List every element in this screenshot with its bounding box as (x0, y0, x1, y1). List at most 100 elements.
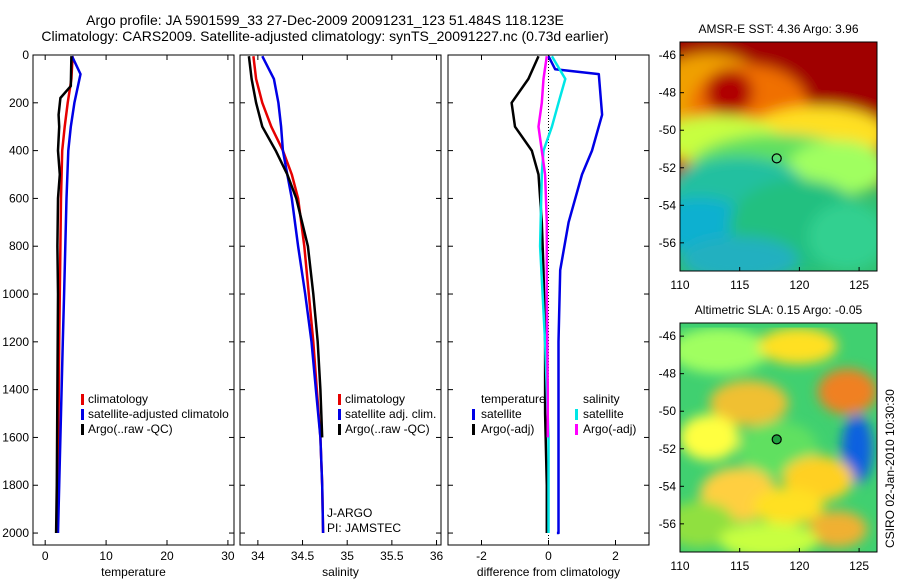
salinity-annotation: PI: JAMSTEC (327, 521, 401, 535)
sla_map-field-patch (709, 380, 789, 427)
difference-xtick-label: -2 (476, 549, 487, 563)
difference-series-temperature-satellite (547, 55, 604, 535)
sla_map-ytick-label: -54 (659, 479, 677, 493)
sla_map-ytick-label: -48 (659, 367, 677, 381)
sst_map-xtick-label: 125 (849, 278, 869, 292)
figure-title-line2: Climatology: CARS2009. Satellite-adjuste… (41, 28, 609, 44)
difference-legend-label: satellite (481, 407, 522, 421)
temperature-ytick-label: 0 (22, 48, 29, 62)
temperature-series-argo-raw-qc- (54, 56, 73, 534)
sst_map-ytick-label: -50 (659, 123, 677, 137)
salinity-legend-label: climatology (345, 392, 405, 406)
difference-legend-title-salinity: salinity (583, 392, 620, 406)
sla_map-field-patch (719, 522, 818, 552)
difference-legend-label: Argo(-adj) (481, 422, 534, 436)
sla_map-field-patch (758, 327, 838, 365)
temperature-legend-label: climatology (88, 392, 148, 406)
figure-title-line1: Argo profile: JA 5901599_33 27-Dec-2009 … (86, 12, 564, 28)
difference-legend-swatch (575, 424, 578, 435)
temperature-ytick-label: 800 (9, 239, 29, 253)
difference-legend-title-temperature: temperature (481, 392, 546, 406)
sla_map-xtick-label: 120 (789, 559, 809, 573)
temperature-ytick-label: 200 (9, 96, 29, 110)
difference-xtick-label: 2 (612, 549, 619, 563)
salinity-legend-label: Argo(..raw -QC) (345, 422, 430, 436)
salinity-annotation: J-ARGO (327, 506, 372, 520)
difference-legend-label: satellite (583, 407, 624, 421)
temperature-legend-swatch (81, 409, 84, 420)
temperature-xtick-label: 30 (221, 549, 235, 563)
sst_map-ytick-label: -52 (659, 161, 677, 175)
temperature-legend-swatch (81, 424, 84, 435)
sst_map-title: AMSR-E SST: 4.36 Argo: 3.96 (698, 22, 858, 36)
sla_map-xtick-label: 110 (670, 559, 689, 573)
sla_map-field (680, 323, 877, 552)
temperature-ytick-label: 2000 (2, 526, 29, 540)
difference-xtick-label: 0 (545, 549, 552, 563)
sst_map-argo-location-marker (771, 153, 782, 164)
temperature-xlabel: temperature (101, 565, 166, 579)
sst_map-axes-box (679, 41, 878, 272)
temperature-ytick-label: 1000 (2, 287, 29, 301)
temperature-ytick-label: 400 (9, 144, 29, 158)
sla_map-xtick-label: 125 (849, 559, 869, 573)
panel-sst_map: AMSR-E SST: 4.36 Argo: 3.96 110 115 120 125 -… (659, 22, 878, 292)
sla_map-title: Altimetric SLA: 0.15 Argo: -0.05 (695, 303, 863, 317)
sst_map-xtick-label: 115 (730, 278, 749, 292)
temperature-xtick-label: 0 (42, 549, 49, 563)
difference-legend-swatch (472, 424, 475, 435)
sla_map-ytick-label: -56 (659, 517, 677, 531)
salinity-xlabel: salinity (322, 565, 359, 579)
sst_map-ytick-label: -56 (659, 236, 677, 250)
panel-sla_map: Altimetric SLA: 0.15 Argo: -0.05 110 115 12… (659, 303, 878, 573)
sla_map-ytick-label: -52 (659, 442, 677, 456)
salinity-series-satellite-adj-clim- (261, 55, 325, 534)
sst_map-field-blobs (680, 42, 877, 271)
temperature-axes-box (32, 54, 235, 546)
salinity-xtick-label: 35 (341, 549, 355, 563)
salinity-xtick-label: 36 (430, 549, 444, 563)
sla_map-field-patch (752, 487, 824, 525)
difference-legend-label: Argo(-adj) (583, 422, 636, 436)
sla_map-field-patch (680, 414, 740, 461)
temperature-ytick-label: 1600 (2, 430, 29, 444)
sla_map-axes-box (679, 322, 878, 553)
salinity-axes-box (239, 54, 442, 546)
sst_map-xtick-label: 120 (789, 278, 809, 292)
difference-legend-swatch (575, 409, 578, 420)
temperature-legend-label: Argo(..raw -QC) (88, 422, 173, 436)
temperature-ytick-label: 1800 (2, 478, 29, 492)
salinity-xtick-label: 34 (251, 549, 265, 563)
panel-difference: -2 0 2 difference from climatology temperatu… (447, 54, 650, 579)
sst_map-field (680, 42, 877, 271)
sst_map-ytick-label: -46 (659, 48, 677, 62)
panel-temperature: 0 10 20 30 0 200 400 600 800 1000 1200 1400 1600 1800… (2, 48, 235, 579)
sla_map-xtick-label: 115 (730, 559, 749, 573)
sst_map-xtick-label: 110 (670, 278, 689, 292)
salinity-legend-swatch (338, 409, 341, 420)
sla_map-field-patch (841, 414, 874, 484)
temperature-legend-swatch (81, 394, 84, 405)
temperature-ytick-label: 1400 (2, 383, 29, 397)
sst_map-ytick-label: -54 (659, 198, 677, 212)
sst_map-field-patch (705, 69, 753, 116)
salinity-series-argo-raw-qc- (247, 56, 324, 438)
salinity-legend-swatch (338, 424, 341, 435)
temperature-xtick-label: 10 (99, 549, 113, 563)
difference-legend-swatch (472, 409, 475, 420)
sla_map-ytick-label: -50 (659, 404, 677, 418)
sla_map-argo-location-marker (771, 434, 782, 445)
salinity-xtick-label: 34.5 (291, 549, 315, 563)
temperature-ytick-label: 600 (9, 191, 29, 205)
temperature-ytick-label: 1200 (2, 335, 29, 349)
temperature-xtick-label: 20 (160, 549, 174, 563)
temperature-series-satellite-adjusted-climatology (56, 55, 82, 534)
sla_map-field-blobs (680, 327, 877, 552)
sla_map-field-patch (808, 510, 868, 548)
sst_map-field-patch (808, 202, 877, 271)
panel-salinity: 34 34.5 35 35.5 36 salinity climatologysatelli… (239, 54, 444, 579)
sla_map-field-patch (680, 327, 769, 374)
sst_map-ytick-label: -48 (659, 86, 677, 100)
temperature-legend-label: satellite-adjusted climatolo (88, 407, 229, 421)
